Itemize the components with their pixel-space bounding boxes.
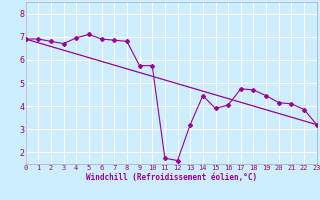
X-axis label: Windchill (Refroidissement éolien,°C): Windchill (Refroidissement éolien,°C): [86, 173, 257, 182]
